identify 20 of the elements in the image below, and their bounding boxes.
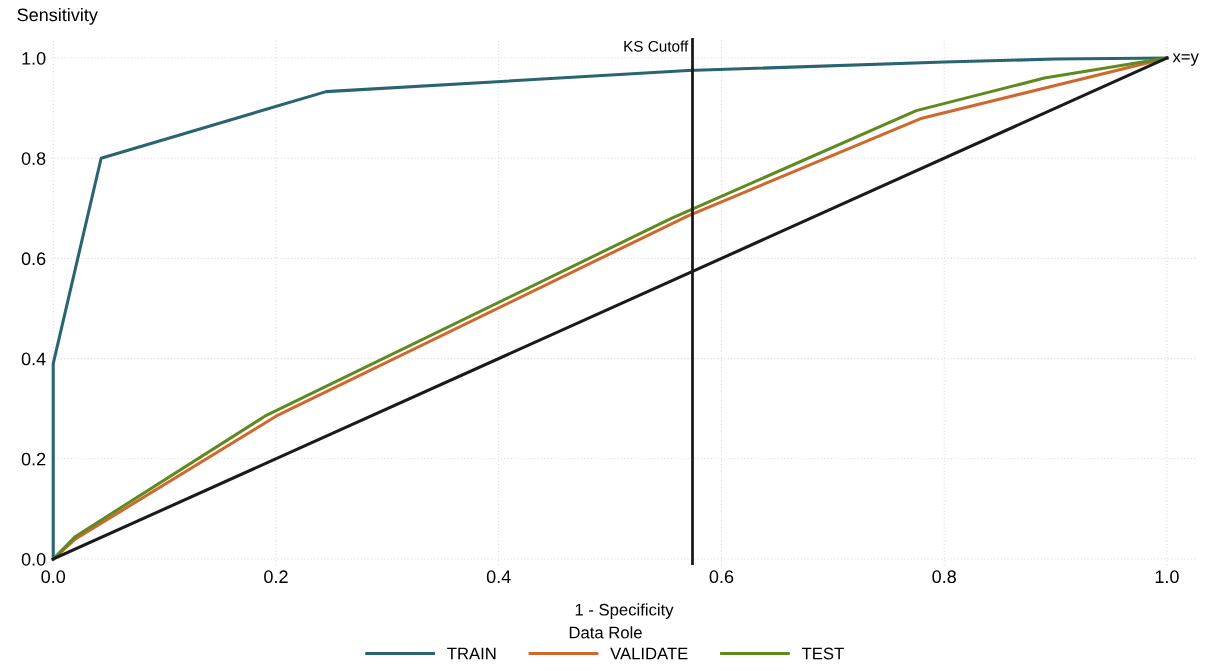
y-tick-label: 1.0 [22, 51, 46, 65]
x-tick-label: 0.0 [41, 570, 66, 584]
ref-line-label: KS Cutoff [624, 40, 689, 52]
y-tick-label: 0.2 [21, 452, 46, 466]
y-tick-label: 0.4 [21, 352, 46, 366]
y-tick-label: 0.0 [21, 552, 46, 566]
annotation: x=y [1172, 53, 1199, 66]
y-axis-title: Sensitivity [17, 7, 98, 25]
legend-label: VALIDATE [610, 647, 688, 660]
x-tick-label: 0.2 [264, 570, 288, 584]
x-axis-title: 1 - Specificity [575, 603, 674, 619]
y-tick-label: 0.6 [21, 252, 46, 266]
legend-label: TEST [801, 647, 844, 660]
x-tick-label: 0.4 [486, 570, 511, 584]
x-tick-label: 0.6 [709, 570, 734, 584]
legend-label: TRAIN [447, 647, 496, 660]
legend-title: Data Role [569, 626, 642, 639]
x-tick-label: 0.8 [932, 570, 956, 584]
x-tick-label: 1.0 [1155, 570, 1179, 584]
y-tick-label: 0.8 [21, 152, 46, 165]
